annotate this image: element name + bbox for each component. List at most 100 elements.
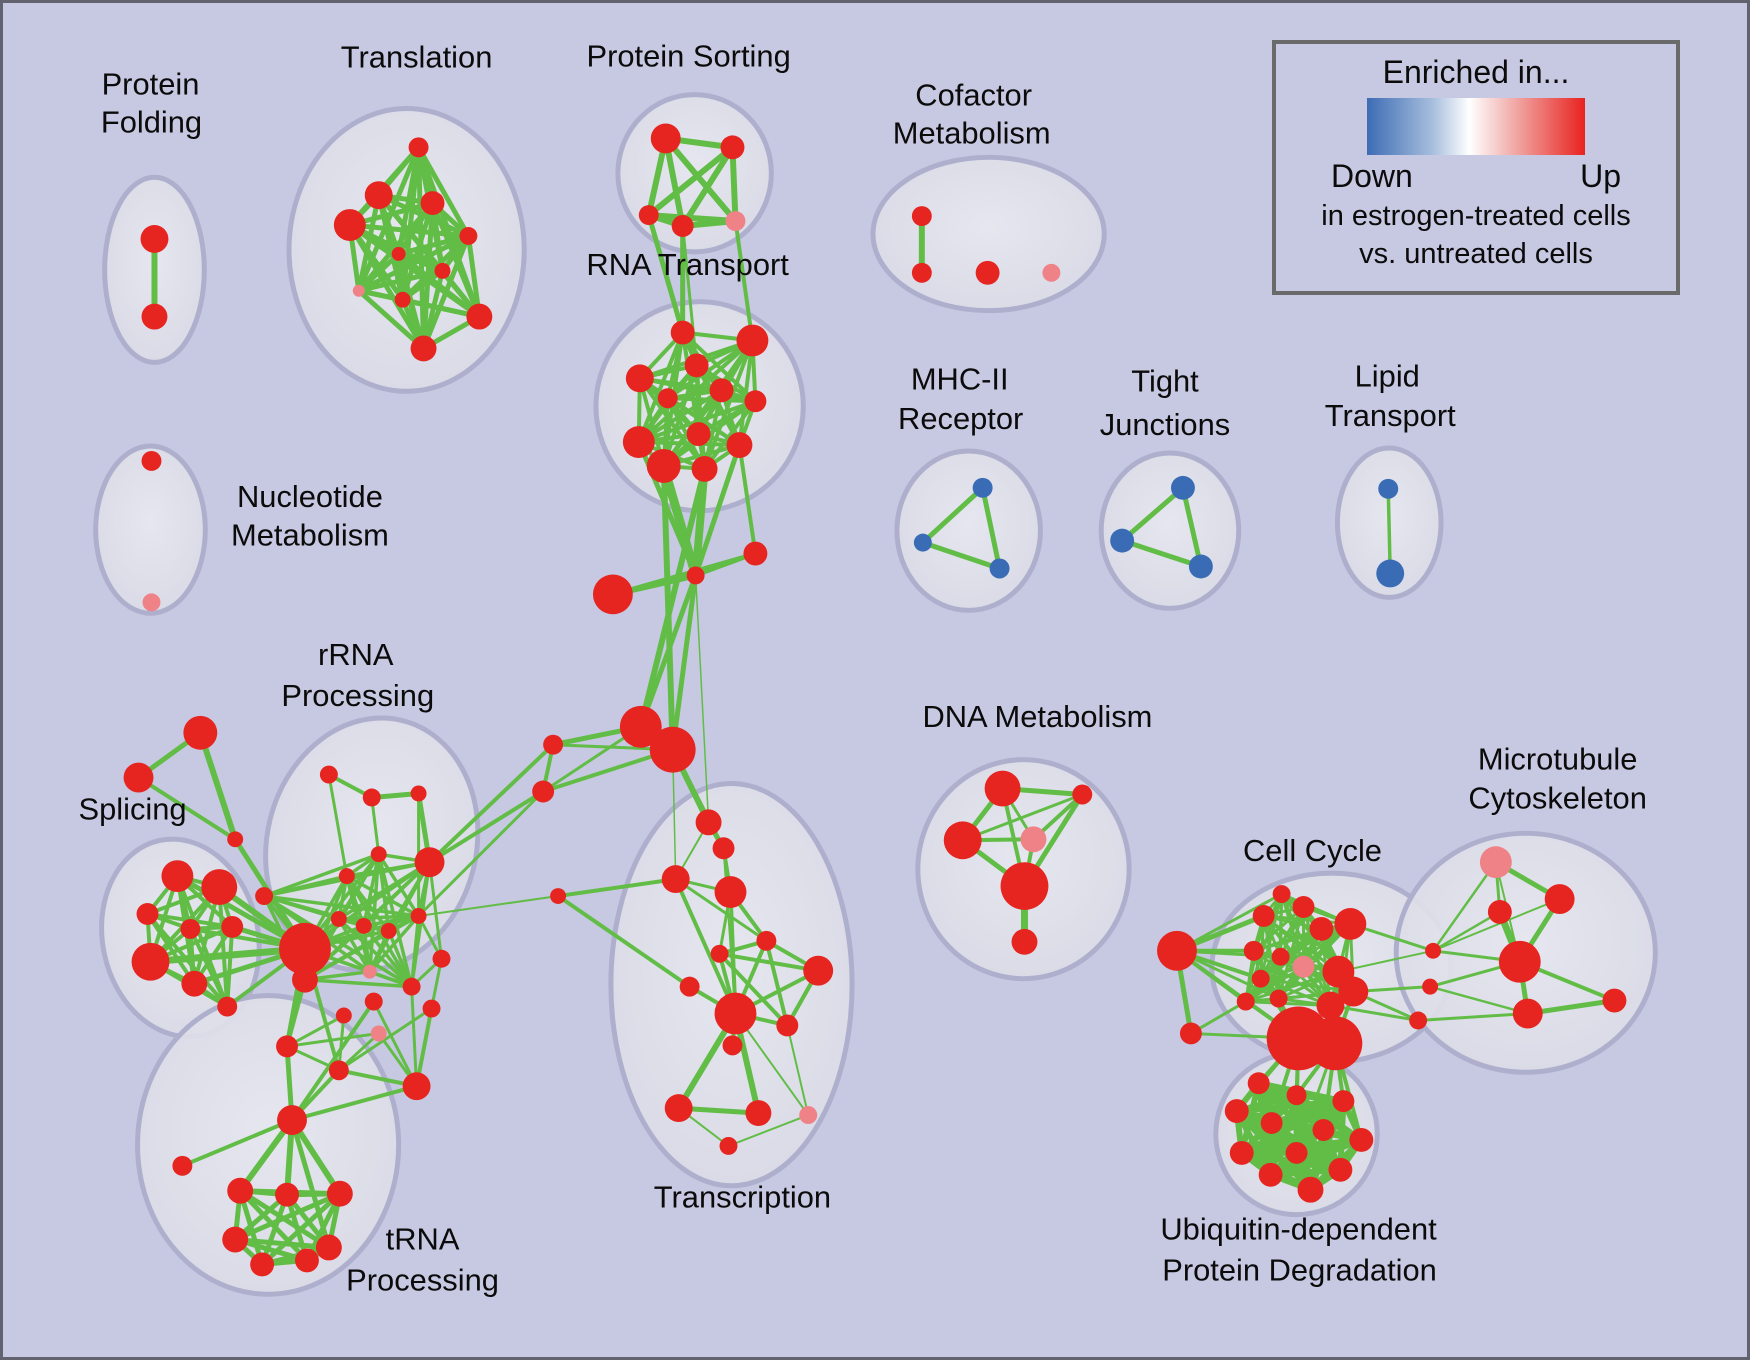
- network-node-120: [1292, 896, 1315, 918]
- network-node-101: [803, 955, 834, 986]
- network-node-46: [1188, 554, 1213, 579]
- network-node-109: [719, 1136, 738, 1155]
- network-node-52: [123, 762, 154, 793]
- cluster-label-protein-sorting: Protein Sorting: [587, 39, 791, 74]
- network-node-76: [362, 964, 377, 979]
- cluster-label-dna-metabolism: DNA Metabolism: [922, 699, 1152, 734]
- network-edge: [337, 1007, 434, 1072]
- network-edge: [417, 895, 560, 917]
- network-node-78: [276, 1035, 298, 1058]
- network-node-128: [1236, 992, 1255, 1011]
- network-node-53: [227, 831, 244, 848]
- network-edge: [1328, 1004, 1420, 1022]
- network-edge: [702, 399, 758, 471]
- network-node-28: [744, 390, 767, 413]
- network-node-14: [720, 135, 745, 160]
- network-node-95: [712, 837, 735, 860]
- legend-caption: in estrogen-treated cells vs. untreated …: [1321, 197, 1631, 273]
- network-edge: [337, 917, 372, 974]
- network-node-57: [180, 918, 201, 939]
- cluster-label-protein-folding: Protein: [102, 67, 200, 102]
- network-node-0: [140, 225, 169, 253]
- network-edge: [410, 985, 419, 1088]
- network-node-150: [1229, 1140, 1254, 1165]
- network-node-2: [408, 137, 429, 158]
- cluster-label-lipid-transport: Lipid: [1355, 358, 1420, 393]
- network-node-67: [338, 868, 355, 885]
- legend-caption-line2: vs. untreated cells: [1359, 238, 1593, 270]
- network-node-107: [745, 1100, 772, 1127]
- network-edge: [1252, 905, 1306, 953]
- network-node-148: [1312, 1119, 1335, 1141]
- network-node-74: [292, 966, 318, 993]
- network-edge: [372, 1000, 419, 1088]
- network-node-135: [1544, 884, 1575, 914]
- legend-title: Enriched in...: [1382, 54, 1570, 90]
- network-node-9: [352, 284, 365, 297]
- network-edge: [733, 219, 755, 343]
- network-node-89: [326, 1180, 353, 1207]
- network-node-116: [1157, 930, 1197, 971]
- cluster-label-mhc-ii-receptor: MHC-II: [911, 361, 1009, 396]
- network-edge: [646, 212, 686, 336]
- network-node-70: [355, 917, 372, 934]
- network-node-48: [1376, 559, 1405, 588]
- network-node-99: [756, 930, 777, 951]
- legend-caption-line1: in estrogen-treated cells: [1321, 200, 1631, 232]
- network-edge: [428, 860, 443, 961]
- network-edge: [400, 268, 445, 303]
- network-node-31: [726, 432, 753, 458]
- cluster-label-nucleotide-metabolism: Nucleotide: [237, 479, 383, 514]
- network-node-143: [1247, 1072, 1270, 1095]
- cluster-ellipse-mhc-ii-receptor: [894, 448, 1043, 613]
- network-node-27: [709, 378, 734, 403]
- network-edge: [670, 572, 699, 753]
- network-edge: [386, 929, 414, 989]
- network-node-80: [402, 1072, 431, 1101]
- network-node-29: [622, 426, 655, 458]
- network-edge: [465, 233, 482, 320]
- network-edge: [225, 924, 235, 1009]
- network-node-40: [532, 780, 555, 803]
- cluster-ellipse-rrna-processing: [263, 715, 481, 973]
- network-node-90: [222, 1226, 249, 1253]
- network-node-83: [335, 1007, 352, 1024]
- cluster-label-splicing: Splicing: [78, 791, 186, 826]
- network-node-3: [364, 181, 393, 210]
- cluster-label-cell-cycle: Cell Cycle: [1243, 833, 1382, 868]
- network-node-92: [294, 1248, 319, 1273]
- network-edge: [1119, 485, 1186, 544]
- network-node-108: [799, 1106, 818, 1125]
- network-edge: [367, 914, 421, 974]
- network-node-11: [466, 303, 493, 330]
- network-node-21: [1042, 263, 1061, 282]
- network-node-16: [671, 215, 694, 237]
- cluster-label-nucleotide-metabolism: Metabolism: [231, 518, 389, 553]
- network-edge: [262, 852, 381, 898]
- network-node-22: [670, 320, 695, 345]
- network-edge: [232, 1191, 343, 1243]
- cluster-label-mhc-ii-receptor: Receptor: [898, 401, 1023, 436]
- network-edge: [232, 1237, 332, 1250]
- network-edge: [370, 795, 381, 856]
- network-edge: [556, 877, 678, 899]
- network-edge: [421, 268, 445, 351]
- network-node-37: [619, 705, 662, 748]
- network-node-98: [550, 888, 567, 905]
- network-edge: [285, 1031, 381, 1048]
- network-node-84: [370, 1025, 387, 1042]
- network-node-111: [1072, 784, 1093, 805]
- network-edge: [662, 135, 739, 225]
- network-node-51: [183, 715, 218, 750]
- legend-down-label: Down: [1331, 158, 1413, 194]
- legend-box: Enriched in... Down Up in estrogen-treat…: [1272, 40, 1680, 295]
- network-node-133: [1308, 1016, 1363, 1071]
- network-node-64: [410, 785, 427, 802]
- network-edge: [417, 790, 545, 918]
- network-node-20: [975, 260, 1000, 285]
- network-edge: [262, 874, 349, 898]
- network-node-56: [136, 903, 159, 925]
- network-edge: [786, 1024, 810, 1117]
